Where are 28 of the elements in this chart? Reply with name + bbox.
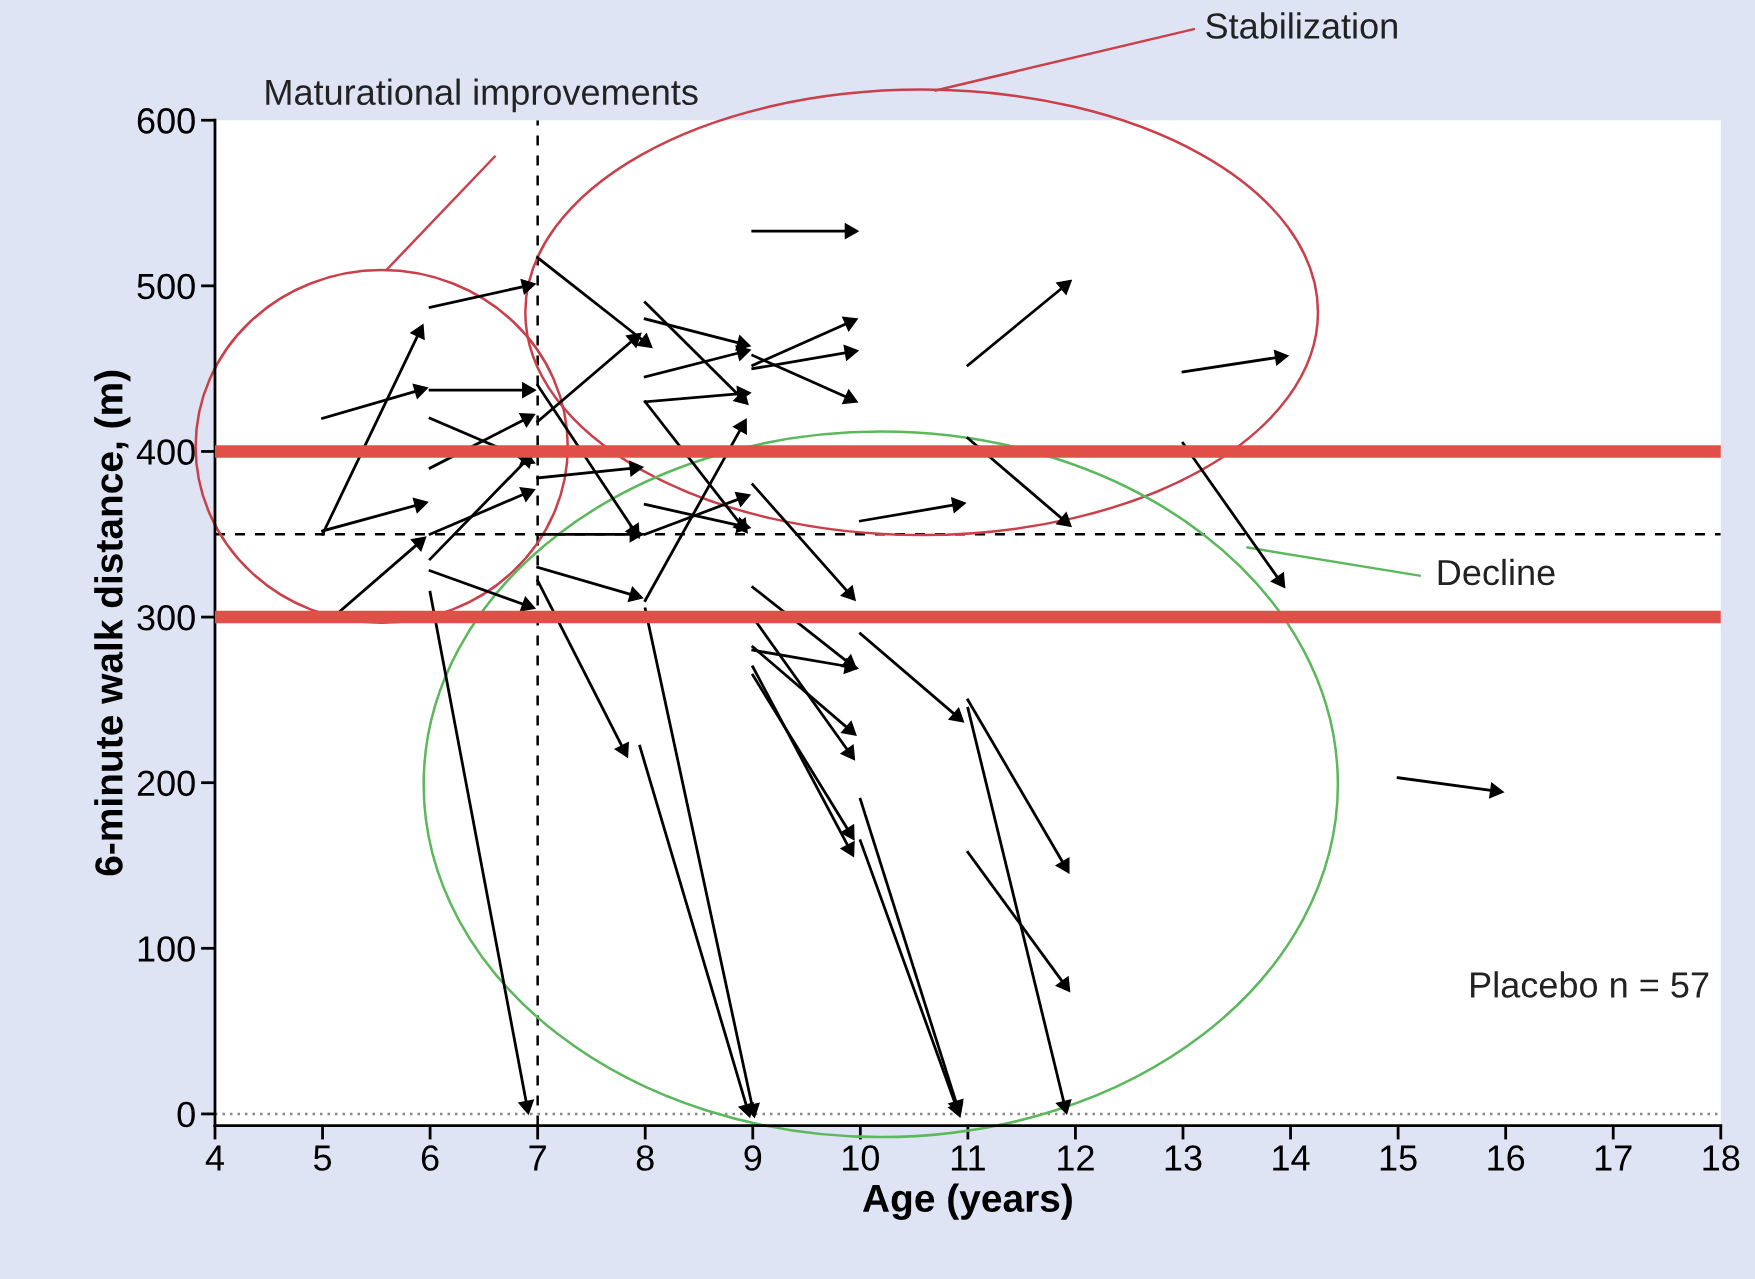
annotation: Decline bbox=[1438, 558, 1555, 586]
x-tick-label: 15 bbox=[1380, 1145, 1417, 1171]
annotation: Placebo n = 57 bbox=[1471, 971, 1709, 998]
x-tick-label: 8 bbox=[636, 1145, 654, 1171]
y-tick-label: 0 bbox=[177, 1101, 195, 1128]
text: Stabilization bbox=[1206, 12, 1397, 39]
x-tick-label: 12 bbox=[1058, 1145, 1094, 1171]
x-tick-label: 11 bbox=[951, 1145, 985, 1171]
x-tick-label: 4 bbox=[205, 1145, 224, 1171]
y-tick-label: 600 bbox=[137, 108, 195, 134]
y-tick-label: 300 bbox=[137, 604, 195, 631]
y-tick-label: 100 bbox=[138, 936, 195, 962]
x-axis-title: Age (years) bbox=[862, 1183, 1072, 1220]
y-axis-title: 6-minute walk distance, (m) bbox=[94, 370, 131, 876]
x-tick-label: 9 bbox=[744, 1145, 762, 1171]
x-tick-label: 18 bbox=[1703, 1145, 1740, 1171]
text: Maturational improvements bbox=[266, 78, 698, 113]
x-tick-label: 10 bbox=[843, 1145, 879, 1171]
y-tick-label: 400 bbox=[136, 439, 195, 465]
x-tick-label: 7 bbox=[529, 1145, 546, 1171]
x-tick-label: 6 bbox=[421, 1145, 439, 1171]
x-tick-label: 13 bbox=[1165, 1145, 1202, 1171]
y-tick-label: 500 bbox=[137, 273, 195, 300]
x-tick-label: 14 bbox=[1273, 1145, 1310, 1171]
y-tick-label: 200 bbox=[137, 770, 195, 797]
x-tick-label: 5 bbox=[313, 1145, 332, 1171]
x-tick-label: 16 bbox=[1488, 1145, 1525, 1171]
x-tick-label: 17 bbox=[1595, 1145, 1632, 1171]
